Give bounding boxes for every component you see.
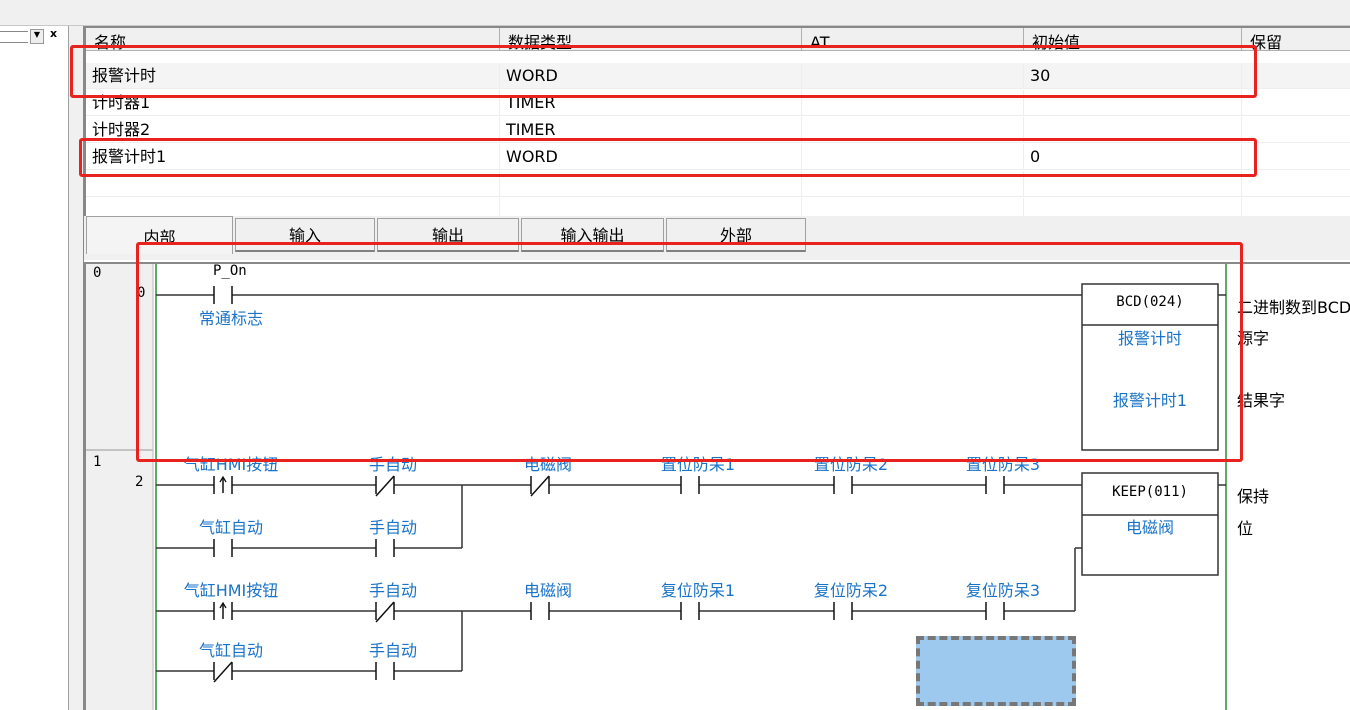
contact-address: P_On (213, 263, 247, 279)
cell-at[interactable] (802, 90, 1024, 116)
variable-table: 名称 数据类型 AT 初始值 保留 报警计时 WORD 30 计时器1 TIMER 计时器… (84, 26, 1350, 224)
close-icon[interactable]: x (50, 27, 58, 40)
operand-description: 源字 (1237, 329, 1270, 348)
cell-at[interactable] (802, 171, 1024, 197)
cell-type[interactable] (500, 171, 802, 197)
contact-gap (986, 608, 1004, 614)
col-header-reserved[interactable]: 保留 (1242, 28, 1350, 51)
instruction-description: 二进制数到BCD (1237, 298, 1350, 317)
contact-label[interactable]: 手自动 (368, 641, 418, 660)
tab-internal[interactable]: 内部 (86, 216, 233, 254)
splitter[interactable] (69, 26, 84, 710)
cell-at[interactable] (802, 63, 1024, 89)
cell-at[interactable] (802, 144, 1024, 170)
contact-gap (376, 668, 394, 674)
contact-label[interactable]: 复位防呆1 (660, 581, 736, 600)
normally-closed-slash (530, 475, 550, 497)
normally-closed-slash (375, 475, 395, 497)
contact-label[interactable]: 气缸自动 (198, 518, 264, 537)
operand-source[interactable]: 报警计时 (1117, 329, 1183, 348)
chevron-down-icon[interactable]: ▼ (30, 29, 44, 44)
contact-gap (376, 545, 394, 551)
tab-bar: 内部 输入 输出 输入输出 外部 (84, 216, 1350, 260)
cell-reserved[interactable] (1242, 171, 1350, 197)
cell-init[interactable] (1024, 171, 1242, 197)
contact-gap (834, 482, 852, 488)
cell-init[interactable] (1024, 117, 1242, 143)
contact-gap (681, 482, 699, 488)
contact-gap (214, 292, 232, 298)
tab-output[interactable]: 输出 (377, 218, 519, 252)
highlight-box (70, 45, 1257, 98)
panel-grip[interactable] (0, 31, 28, 43)
highlight-box (79, 138, 1257, 177)
contact-gap (531, 608, 549, 614)
contact-label[interactable]: 气缸HMI按钮 (183, 581, 279, 600)
tab-input-output[interactable]: 输入输出 (521, 218, 664, 252)
operand-bit[interactable]: 电磁阀 (1125, 518, 1175, 537)
normally-closed-slash (213, 661, 233, 683)
cell-type[interactable]: WORD (500, 144, 802, 170)
rising-edge-arrowhead (219, 475, 227, 483)
cell-at[interactable] (802, 117, 1024, 143)
left-panel: ▼ x (0, 26, 69, 710)
rung-number: 0 (93, 265, 102, 281)
rising-edge-arrowhead (219, 601, 227, 609)
contact-label[interactable]: 复位防呆2 (813, 581, 889, 600)
contact-gap (986, 482, 1004, 488)
instruction-name[interactable]: KEEP(011) (1112, 484, 1188, 500)
cell-reserved[interactable] (1242, 144, 1350, 170)
cell-name[interactable]: 报警计时 (86, 63, 500, 89)
step-number: 0 (137, 285, 146, 301)
cell-type[interactable]: TIMER (500, 117, 802, 143)
cell-name[interactable]: 报警计时1 (86, 144, 500, 170)
contact-label[interactable]: 手自动 (368, 581, 418, 600)
normally-closed-slash (375, 601, 395, 623)
cell-reserved[interactable] (1242, 63, 1350, 89)
contact-label[interactable]: 复位防呆3 (965, 581, 1041, 600)
contact-label[interactable]: 手自动 (368, 518, 418, 537)
rung-number: 1 (93, 454, 102, 470)
operand-description: 结果字 (1237, 391, 1286, 410)
operand-result[interactable]: 报警计时1 (1112, 391, 1188, 410)
contact-comment[interactable]: 常通标志 (198, 309, 264, 328)
cell-name[interactable] (86, 171, 500, 197)
contact-label[interactable]: 气缸自动 (198, 641, 264, 660)
contact-label[interactable]: 电磁阀 (523, 581, 573, 600)
bcd-instruction-box (1081, 283, 1219, 451)
tab-input[interactable]: 输入 (235, 218, 375, 252)
contact-gap (834, 608, 852, 614)
tab-external[interactable]: 外部 (666, 218, 806, 252)
top-toolbar (0, 0, 1350, 26)
cell-init[interactable]: 0 (1024, 144, 1242, 170)
instruction-description: 位 (1237, 519, 1254, 538)
instruction-name[interactable]: BCD(024) (1116, 294, 1184, 310)
cell-reserved[interactable] (1242, 117, 1350, 143)
contact-gap (214, 545, 232, 551)
contact-gap (681, 608, 699, 614)
cell-reserved[interactable] (1242, 90, 1350, 116)
step-number: 2 (135, 474, 144, 490)
selection-cursor[interactable] (916, 636, 1076, 706)
rung-gutter (86, 264, 153, 710)
cell-name[interactable]: 计时器2 (86, 117, 500, 143)
cell-init[interactable]: 30 (1024, 63, 1242, 89)
highlight-box (136, 242, 1243, 462)
cell-init[interactable] (1024, 90, 1242, 116)
keep-instruction-box (1081, 472, 1219, 576)
instruction-description: 保持 (1237, 487, 1270, 506)
cell-type[interactable]: WORD (500, 63, 802, 89)
